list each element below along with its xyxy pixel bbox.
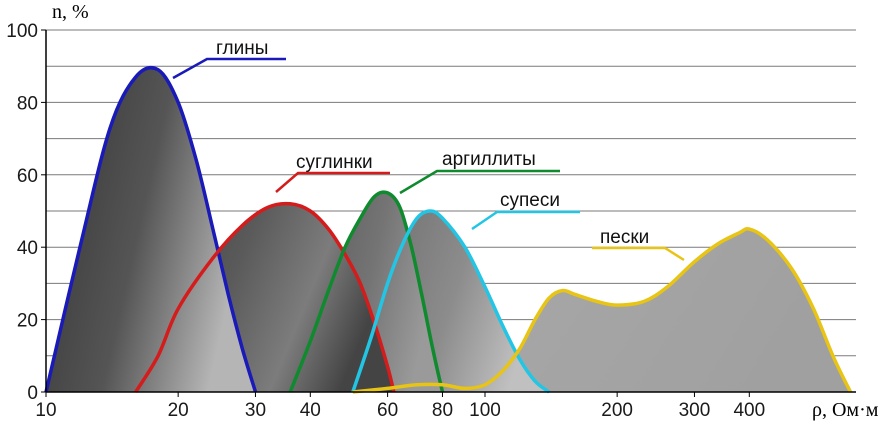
label-leader	[592, 246, 685, 262]
x-ticks: 10 20 30 40 60 80 100 200 300 400	[35, 392, 765, 421]
series-line	[351, 209, 551, 394]
label-leader	[471, 210, 580, 231]
series-label: суглинки	[296, 152, 373, 173]
x-tick-label: 60	[377, 400, 398, 421]
label-leader	[275, 171, 390, 193]
y-tick-label: 40	[17, 238, 38, 259]
series-line	[288, 190, 445, 393]
areas	[46, 67, 851, 393]
series-lines	[44, 65, 853, 394]
x-tick-label: 400	[733, 400, 765, 421]
y-tick-label: 80	[17, 93, 38, 114]
y-tick-label: 100	[6, 21, 38, 42]
x-tick-label: 20	[168, 400, 189, 421]
x-tick-label: 300	[679, 400, 711, 421]
x-tick-label: 80	[432, 400, 453, 421]
y-ticks: 0 20 40 60 80 100	[6, 21, 46, 404]
x-axis-title: ρ, Ом·м	[812, 399, 879, 421]
y-tick-label: 20	[17, 311, 38, 332]
series-label: глины	[216, 38, 268, 59]
x-tick-label: 100	[469, 400, 501, 421]
series-label: аргиллиты	[442, 149, 536, 170]
y-tick-label: 60	[17, 166, 38, 187]
series-area	[352, 228, 851, 392]
series-line	[352, 227, 853, 394]
series-label: пески	[600, 227, 649, 248]
label-leader	[172, 57, 286, 80]
label-leader	[399, 169, 560, 195]
y-axis-title: n, %	[52, 1, 89, 23]
x-tick-label: 10	[35, 400, 56, 421]
x-tick-label: 30	[245, 400, 266, 421]
x-tick-label: 40	[300, 400, 321, 421]
series-line	[134, 201, 396, 393]
series-label: супеси	[500, 190, 560, 211]
series-line	[44, 65, 258, 393]
series-labels: глины суглинки аргиллиты супеси пески	[172, 38, 685, 262]
y-tick-label: 0	[27, 383, 38, 404]
x-tick-label: 200	[601, 400, 633, 421]
series-area	[46, 67, 256, 393]
